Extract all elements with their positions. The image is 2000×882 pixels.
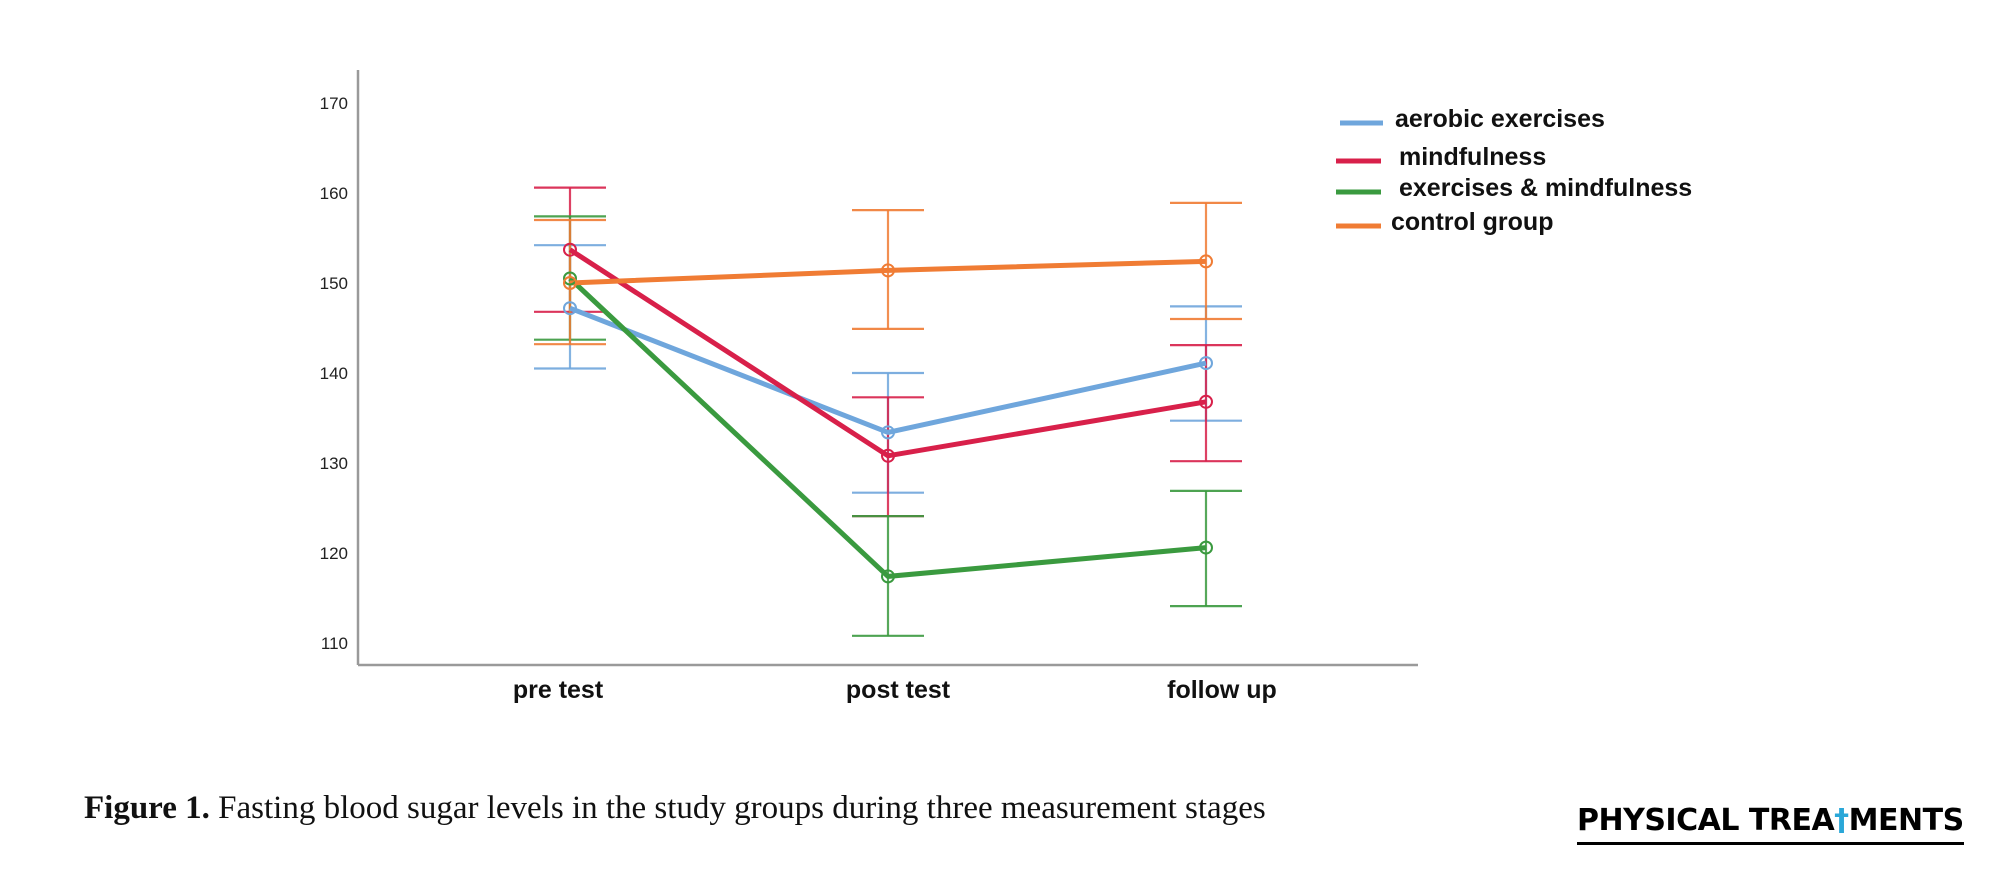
y-tick-label: 170 — [320, 94, 348, 113]
data-point-marker — [881, 425, 895, 440]
figure-caption-text: Fasting blood sugar levels in the study … — [209, 790, 1266, 826]
data-point-marker — [1199, 254, 1213, 269]
y-tick-labels: 110 120 130 140 150 160 170 — [320, 94, 348, 653]
data-point-marker — [881, 448, 895, 463]
x-category-label: pre test — [513, 676, 604, 704]
legend-label: control group — [1391, 208, 1553, 236]
y-tick-label: 120 — [320, 544, 348, 563]
series-line-1 — [568, 247, 1207, 459]
series-markers — [563, 242, 1213, 584]
y-tick-label: 110 — [321, 634, 348, 653]
journal-logo: PHYSICAL TREA†MENTS — [1577, 803, 1964, 845]
series-line-2 — [568, 276, 1207, 579]
logo-text-start: PHYSICAL TREA — [1577, 803, 1835, 838]
figure-caption: Figure 1. Fasting blood sugar levels in … — [84, 790, 1266, 827]
legend-label: aerobic exercises — [1395, 105, 1605, 133]
data-point-marker — [563, 271, 577, 286]
legend-label: mindfulness — [1399, 143, 1546, 171]
data-point-marker — [563, 301, 577, 316]
data-point-marker — [563, 276, 577, 290]
series-line-3 — [569, 258, 1207, 286]
legend: aerobic exercises mindfulness exercises & … — [1336, 105, 1692, 236]
data-point-marker — [563, 242, 577, 257]
series-lines — [568, 247, 1207, 579]
y-tick-label: 140 — [320, 364, 348, 383]
data-point-marker — [881, 263, 895, 278]
data-point-marker — [1199, 394, 1213, 409]
axes — [356, 70, 1418, 667]
data-point-marker — [1199, 356, 1213, 371]
data-point-marker — [881, 569, 895, 584]
figure-label: Figure 1. — [84, 790, 210, 826]
logo-text-end: MENTS — [1848, 803, 1965, 838]
legend-label: exercises & mindfulness — [1399, 174, 1692, 202]
series-line-0 — [569, 305, 1207, 435]
y-tick-label: 160 — [320, 184, 348, 203]
y-tick-label: 130 — [320, 454, 348, 473]
x-category-labels: pre test post test follow up — [513, 676, 1277, 704]
x-category-label: post test — [846, 676, 951, 704]
human-figure-icon: † — [1834, 803, 1849, 838]
y-tick-label: 150 — [320, 274, 348, 293]
data-point-marker — [1199, 540, 1213, 555]
x-category-label: follow up — [1167, 676, 1277, 704]
